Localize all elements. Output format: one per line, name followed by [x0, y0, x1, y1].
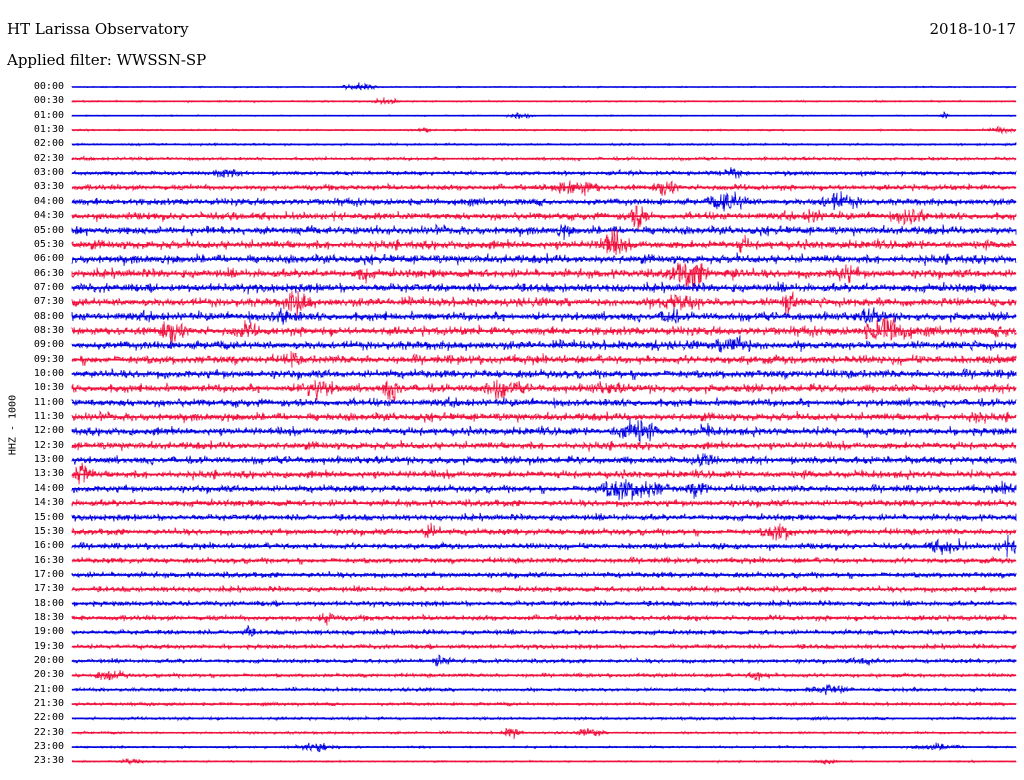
trace-time-label: 21:30 [33, 698, 64, 710]
trace-time-label: 08:30 [33, 324, 64, 336]
trace-time-label: 01:00 [33, 109, 64, 121]
trace-time-label: 01:30 [33, 124, 64, 136]
trace-time-label: 22:00 [33, 712, 64, 724]
trace-time-label: 20:00 [33, 655, 64, 666]
seismic-trace [71, 479, 1017, 501]
trace-time-label: 12:30 [33, 439, 64, 451]
trace-time-label: 20:30 [33, 669, 64, 681]
trace-time-label: 06:00 [33, 253, 64, 265]
trace-time-label: 11:30 [33, 411, 64, 423]
trace-time-label: 00:30 [33, 95, 64, 107]
filter-label: Applied filter: WWSSN-SP [7, 51, 207, 69]
trace-time-label: 03:00 [33, 167, 64, 179]
trace-time-label: 05:00 [33, 224, 64, 236]
trace-time-label: 14:00 [33, 482, 64, 494]
trace-time-label: 23:30 [33, 755, 64, 767]
trace-time-label: 23:00 [33, 741, 64, 753]
trace-time-label: 03:30 [33, 181, 64, 193]
trace-time-label: 21:00 [33, 683, 64, 695]
seismic-trace [71, 453, 1017, 468]
trace-time-label: 16:30 [33, 554, 64, 566]
seismic-trace [71, 317, 1017, 345]
trace-time-label: 09:30 [33, 353, 64, 365]
trace-time-label: 02:00 [33, 138, 64, 150]
seismic-trace [71, 418, 1017, 443]
trace-time-label: 09:00 [33, 339, 64, 351]
trace-time-label: 19:30 [33, 640, 64, 652]
seismic-trace [71, 462, 1017, 485]
trace-time-label: 15:30 [33, 525, 64, 537]
trace-time-label: 17:00 [33, 568, 64, 580]
trace-time-label: 19:00 [33, 626, 64, 638]
trace-time-label: 17:30 [33, 583, 64, 595]
seismic-trace [71, 642, 1017, 651]
trace-time-label: 13:30 [33, 468, 64, 480]
seismic-trace [71, 180, 1017, 197]
trace-time-label: 04:30 [33, 210, 64, 222]
trace-time-label: 04:00 [33, 195, 64, 207]
time-labels: 00:00 00:30 01:00 01:30 02:00 02:30 03:00 03:30… [0, 0, 70, 780]
trace-time-label: 07:30 [33, 296, 64, 308]
trace-time-label: 00:00 [33, 81, 64, 92]
trace-time-label: 22:30 [33, 726, 64, 738]
trace-time-label: 05:30 [33, 238, 64, 250]
seismic-trace [71, 625, 1017, 637]
trace-time-label: 10:00 [33, 368, 64, 379]
trace-time-label: 15:00 [33, 511, 64, 523]
trace-time-label: 07:00 [33, 281, 64, 293]
trace-time-label: 02:30 [33, 152, 64, 164]
seismic-trace [71, 223, 1017, 241]
seismic-trace [71, 379, 1017, 403]
seismic-trace [71, 612, 1017, 626]
seismic-trace [71, 82, 1017, 91]
trace-time-label: 10:30 [33, 382, 64, 394]
station-title: HT Larissa Observatory [7, 20, 189, 38]
trace-time-label: 14:30 [33, 497, 64, 509]
trace-time-label: 16:00 [33, 540, 64, 552]
trace-time-label: 11:00 [33, 396, 64, 408]
trace-time-label: 06:30 [33, 267, 64, 279]
trace-time-label: 08:00 [33, 310, 64, 322]
trace-time-label: 12:00 [33, 425, 64, 437]
trace-time-label: 18:00 [33, 597, 64, 609]
record-date: 2018-10-17 [929, 20, 1016, 38]
trace-time-label: 18:30 [33, 611, 64, 623]
seismic-trace [71, 522, 1017, 541]
trace-time-label: 13:00 [33, 454, 64, 466]
